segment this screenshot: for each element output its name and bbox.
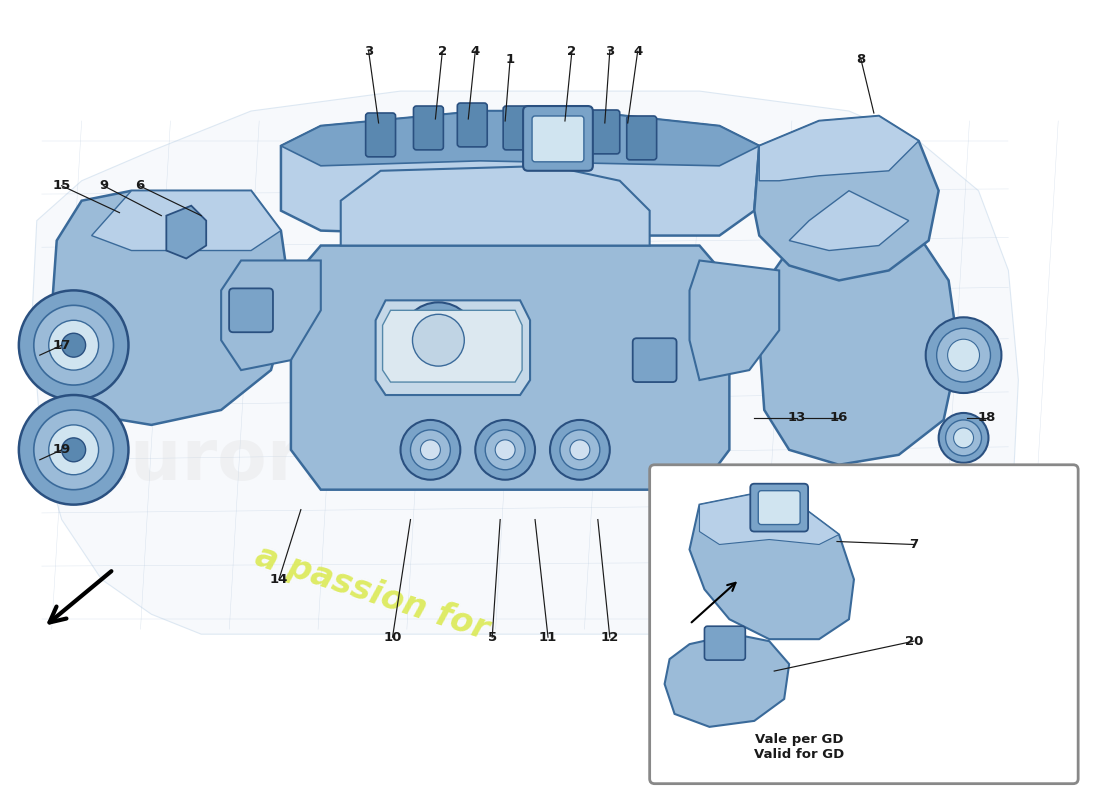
Text: 1: 1 — [506, 53, 515, 66]
Text: 7: 7 — [910, 538, 918, 551]
Circle shape — [410, 430, 450, 470]
FancyBboxPatch shape — [458, 103, 487, 147]
Polygon shape — [341, 166, 650, 246]
Text: 4: 4 — [634, 45, 642, 58]
Circle shape — [400, 302, 476, 378]
Circle shape — [34, 306, 113, 385]
Polygon shape — [280, 111, 759, 166]
FancyBboxPatch shape — [650, 465, 1078, 784]
Polygon shape — [221, 261, 321, 370]
FancyBboxPatch shape — [503, 106, 534, 150]
Text: 11: 11 — [539, 630, 557, 644]
FancyBboxPatch shape — [544, 106, 575, 150]
Circle shape — [495, 440, 515, 460]
FancyBboxPatch shape — [627, 116, 657, 160]
Polygon shape — [690, 494, 854, 639]
Circle shape — [485, 430, 525, 470]
Circle shape — [475, 420, 535, 480]
Text: euroricambi: euroricambi — [81, 426, 571, 494]
Circle shape — [62, 334, 86, 357]
Text: 10: 10 — [384, 630, 402, 644]
Circle shape — [34, 410, 113, 490]
Circle shape — [947, 339, 979, 371]
Text: 17: 17 — [53, 338, 70, 352]
Circle shape — [48, 425, 99, 474]
Polygon shape — [755, 116, 938, 281]
Polygon shape — [383, 310, 522, 382]
Polygon shape — [32, 91, 1019, 634]
Circle shape — [937, 328, 990, 382]
Text: 15: 15 — [53, 179, 70, 192]
FancyBboxPatch shape — [524, 106, 593, 170]
Circle shape — [400, 420, 460, 480]
Text: 3: 3 — [364, 45, 373, 58]
Text: 6: 6 — [135, 179, 144, 192]
Circle shape — [62, 438, 86, 462]
Circle shape — [954, 428, 974, 448]
Polygon shape — [690, 261, 779, 380]
Text: 20: 20 — [904, 634, 923, 648]
Text: 2: 2 — [438, 45, 447, 58]
Text: 4: 4 — [471, 45, 480, 58]
FancyBboxPatch shape — [414, 106, 443, 150]
Text: 12: 12 — [601, 630, 619, 644]
Text: 18: 18 — [977, 411, 996, 425]
Text: 3: 3 — [605, 45, 615, 58]
Circle shape — [420, 440, 440, 460]
Circle shape — [19, 395, 129, 505]
FancyBboxPatch shape — [632, 338, 676, 382]
Circle shape — [570, 440, 590, 460]
Text: 19: 19 — [53, 443, 70, 456]
Polygon shape — [375, 300, 530, 395]
FancyBboxPatch shape — [590, 110, 619, 154]
Circle shape — [19, 290, 129, 400]
Polygon shape — [91, 190, 280, 250]
Text: a passion for: a passion for — [251, 539, 493, 646]
Text: 9: 9 — [99, 179, 108, 192]
Circle shape — [946, 420, 981, 456]
FancyBboxPatch shape — [365, 113, 396, 157]
Circle shape — [926, 318, 1001, 393]
Polygon shape — [759, 116, 918, 181]
Text: 14: 14 — [270, 573, 288, 586]
Circle shape — [48, 320, 99, 370]
Text: Vale per GD
Valid for GD: Vale per GD Valid for GD — [754, 733, 845, 761]
FancyBboxPatch shape — [229, 288, 273, 332]
Polygon shape — [789, 190, 909, 250]
Text: 2: 2 — [568, 45, 576, 58]
Text: 5: 5 — [487, 630, 497, 644]
Circle shape — [560, 430, 600, 470]
Text: 16: 16 — [829, 411, 848, 425]
Text: 13: 13 — [788, 411, 806, 425]
Polygon shape — [700, 494, 839, 545]
Text: 8: 8 — [856, 53, 866, 66]
Polygon shape — [290, 246, 729, 490]
Circle shape — [938, 413, 989, 462]
FancyBboxPatch shape — [704, 626, 746, 660]
Polygon shape — [759, 190, 958, 465]
Circle shape — [412, 314, 464, 366]
Polygon shape — [166, 206, 206, 258]
Polygon shape — [52, 190, 290, 425]
Circle shape — [550, 420, 609, 480]
Polygon shape — [664, 634, 789, 727]
FancyBboxPatch shape — [758, 490, 800, 525]
FancyBboxPatch shape — [750, 484, 808, 531]
FancyBboxPatch shape — [532, 116, 584, 162]
Polygon shape — [280, 111, 759, 235]
